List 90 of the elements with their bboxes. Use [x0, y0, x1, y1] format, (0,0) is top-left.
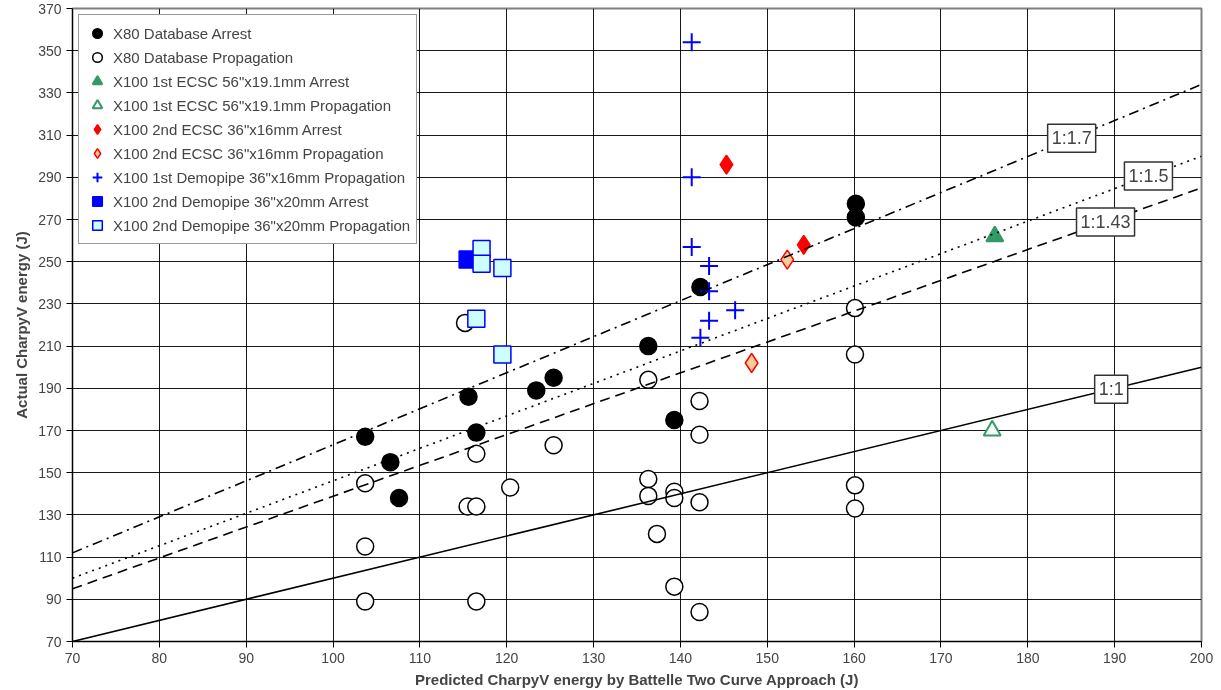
x-tick-label: 120 [495, 649, 519, 666]
point [681, 167, 702, 188]
point [389, 488, 409, 508]
series-label: 1:1.5 [1128, 166, 1169, 187]
point [846, 208, 866, 227]
point [639, 370, 658, 390]
point [544, 368, 563, 387]
point [665, 410, 684, 430]
y-tick-label: 70 [45, 633, 62, 650]
point [845, 499, 865, 518]
y-tick-label: 310 [38, 127, 62, 144]
x-tick-label: 80 [151, 649, 168, 666]
point [699, 281, 720, 302]
point [639, 486, 658, 506]
legend-label: X80 Database Arrest [113, 23, 252, 44]
y-tick-label: 90 [45, 591, 62, 608]
legend-label: X100 2nd ECSC 36"x16mm Arrest [113, 119, 342, 140]
legend-label: X80 Database Propagation [113, 47, 294, 68]
point [355, 474, 375, 493]
x-tick-label: 70 [64, 649, 81, 666]
point [467, 423, 486, 442]
point [681, 32, 702, 53]
point [467, 309, 486, 328]
point [647, 524, 667, 544]
y-tick-label: 370 [38, 0, 62, 17]
y-tick-label: 170 [38, 422, 62, 439]
x-axis-title: Predicted CharpyV energy by Battelle Two Curve Approach (J) [415, 670, 859, 688]
point [472, 254, 491, 274]
point [527, 381, 546, 400]
x-tick-label: 170 [929, 649, 953, 666]
y-tick-label: 190 [38, 380, 62, 397]
y-tick-label: 210 [38, 338, 62, 355]
point [699, 255, 720, 276]
legend-label: X100 2nd Demopipe 36"x20mm Propagation [113, 215, 411, 236]
point [690, 391, 709, 411]
point [665, 577, 684, 596]
point [493, 345, 512, 364]
x-tick-label: 190 [1102, 649, 1127, 666]
point [845, 476, 865, 495]
x-tick-label: 140 [668, 649, 693, 666]
series-label: 1:1.43 [1080, 211, 1131, 232]
point [690, 425, 709, 444]
legend-label: X100 1st ECSC 56"x19.1mm Propagation [113, 95, 391, 116]
series-label: 1:1.7 [1051, 128, 1092, 149]
point [500, 478, 520, 497]
point [639, 336, 658, 356]
point [467, 497, 486, 516]
y-axis-title: Actual CharpyV energy (J) [13, 231, 31, 419]
x-tick-label: 160 [842, 649, 867, 666]
point [355, 592, 375, 611]
series-label: 1:1 [1098, 379, 1124, 400]
point [681, 236, 702, 257]
x-tick-label: 180 [1016, 649, 1040, 666]
point [467, 592, 486, 611]
y-tick-label: 130 [38, 506, 62, 523]
x-tick-label: 200 [1189, 649, 1214, 666]
point [355, 427, 375, 447]
y-tick-label: 330 [38, 84, 62, 101]
point [725, 300, 746, 321]
point [699, 310, 720, 331]
point [690, 602, 709, 622]
y-tick-label: 270 [38, 211, 62, 228]
x-tick-label: 90 [238, 649, 255, 666]
x-tick-label: 100 [321, 649, 345, 666]
point [780, 249, 795, 270]
point [493, 258, 512, 278]
point [719, 154, 734, 175]
y-tick-label: 110 [39, 549, 62, 566]
y-tick-label: 150 [38, 464, 62, 481]
y-tick-label: 230 [38, 295, 62, 312]
y-tick-label: 350 [38, 42, 62, 59]
legend-label: X100 2nd ECSC 36"x16mm Propagation [113, 143, 384, 164]
y-tick-label: 290 [38, 169, 62, 186]
y-tick-label: 250 [38, 253, 62, 270]
point [690, 493, 709, 512]
point [355, 537, 375, 556]
point [467, 444, 486, 463]
point [544, 436, 563, 455]
point [845, 345, 865, 364]
point [381, 452, 400, 472]
legend-label: X100 2nd Demopipe 36"x20mm Arrest [113, 191, 369, 212]
x-tick-label: 110 [408, 649, 432, 666]
legend-label: X100 1st ECSC 56"x19.1mm Arrest [113, 71, 350, 92]
point [690, 327, 711, 348]
legend-label: X100 1st Demopipe 36"x16mm Propagation [113, 167, 406, 188]
point [459, 387, 478, 406]
x-tick-label: 150 [755, 649, 780, 666]
x-tick-label: 130 [581, 649, 606, 666]
point [845, 298, 865, 318]
point [639, 469, 658, 489]
